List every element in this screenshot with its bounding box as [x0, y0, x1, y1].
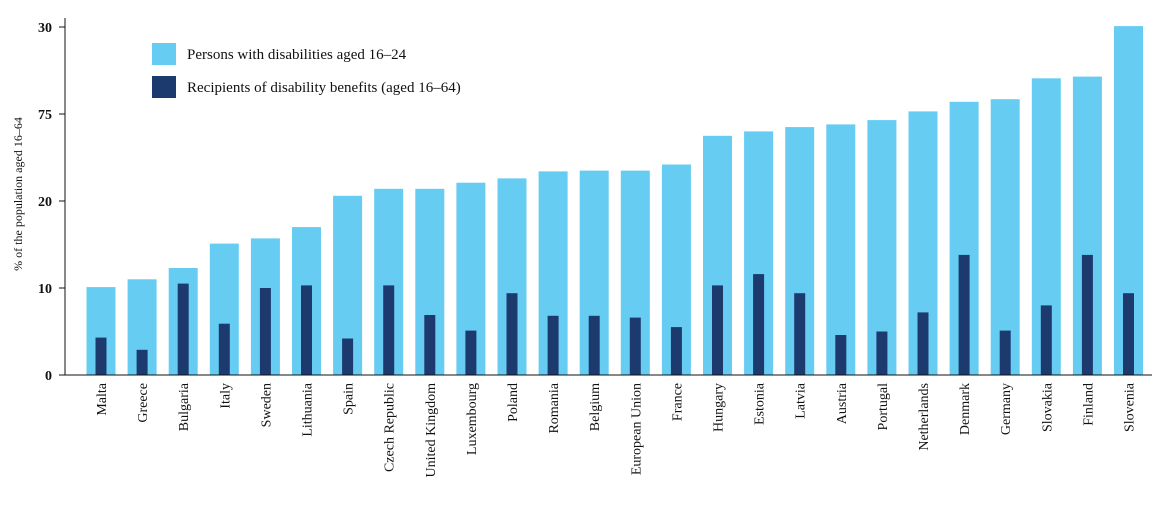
bar-recipients-0 [95, 337, 107, 375]
x-tick-label: Greece [136, 383, 151, 423]
x-tick-label: Estonia [753, 382, 768, 425]
bar-recipients-20 [917, 312, 929, 375]
y-tick-label: 0 [45, 369, 52, 384]
x-tick-label: Romania [547, 382, 562, 433]
bar-recipients-25 [1123, 293, 1134, 375]
x-tick-label: Slovakia [1040, 382, 1055, 432]
bar-recipients-14 [670, 327, 682, 375]
series-disability-benefit-recipients [95, 254, 1134, 375]
bar-recipients-16 [753, 274, 765, 375]
bar-recipients-1 [136, 349, 148, 375]
x-axis-ticks: Malta Greece Bulgaria Italy Sweden Lithuania S… [95, 382, 1138, 477]
bar-recipients-19 [876, 331, 888, 375]
legend-label-recipients: Recipients of disability benefits (aged … [187, 80, 461, 96]
legend-swatch-persons [152, 43, 176, 65]
bar-recipients-17 [794, 293, 806, 375]
x-tick-label: Lithuania [301, 382, 316, 436]
bar-persons-18 [826, 124, 856, 376]
bar-recipients-12 [588, 315, 600, 375]
x-tick-label: Austria [835, 382, 850, 424]
x-tick-label: Germany [999, 383, 1014, 435]
y-tick-label: 30 [38, 21, 52, 36]
series-persons-with-disabilities [86, 26, 1143, 376]
x-tick-label: Belgium [588, 383, 603, 431]
y-tick-label: 20 [38, 195, 52, 210]
y-axis-ticks: 0 10 20 75 30 [38, 21, 65, 384]
bar-recipients-4 [259, 288, 271, 375]
x-tick-label: Netherlands [917, 383, 932, 451]
x-tick-label: Luxembourg [465, 383, 480, 455]
bar-persons-22 [990, 99, 1020, 375]
bar-recipients-21 [958, 254, 970, 375]
bar-recipients-5 [301, 285, 312, 375]
bar-recipients-18 [835, 335, 847, 375]
bar-recipients-10 [506, 293, 518, 375]
bar-recipients-8 [424, 315, 436, 375]
y-tick-label: 10 [38, 282, 52, 297]
bar-recipients-13 [629, 317, 641, 375]
bar-recipients-15 [712, 285, 723, 375]
x-tick-label: Malta [95, 382, 110, 415]
x-tick-label: Spain [342, 383, 357, 415]
bar-recipients-9 [465, 330, 477, 375]
y-axis-title: % of the population aged 16–64 [11, 117, 25, 271]
x-tick-label: Poland [506, 383, 521, 422]
bar-recipients-6 [342, 338, 354, 375]
bar-recipients-24 [1081, 254, 1093, 375]
legend: Persons with disabilities aged 16–24 Rec… [152, 43, 461, 98]
x-tick-label: Slovenia [1123, 382, 1138, 432]
x-tick-label: Latvia [794, 382, 809, 419]
x-tick-label: Sweden [259, 383, 274, 427]
legend-swatch-recipients [152, 76, 176, 98]
x-tick-label: United Kingdom [424, 383, 439, 478]
bar-recipients-11 [547, 315, 559, 375]
y-tick-label: 75 [38, 108, 52, 123]
x-tick-label: European Union [629, 383, 644, 475]
bar-recipients-22 [999, 330, 1011, 375]
x-tick-label: Italy [218, 383, 233, 409]
bar-recipients-23 [1040, 305, 1052, 375]
x-tick-label: Denmark [958, 383, 973, 435]
x-tick-label: Hungary [712, 383, 727, 432]
x-tick-label: Czech Republic [383, 383, 398, 472]
x-tick-label: Bulgaria [177, 382, 192, 431]
bar-recipients-3 [218, 323, 230, 375]
bar-recipients-7 [383, 285, 395, 375]
x-tick-label: France [670, 383, 685, 421]
bar-recipients-2 [177, 283, 189, 375]
x-tick-label: Portugal [876, 383, 891, 431]
legend-label-persons: Persons with disabilities aged 16–24 [187, 47, 407, 63]
x-tick-label: Finland [1081, 383, 1096, 426]
